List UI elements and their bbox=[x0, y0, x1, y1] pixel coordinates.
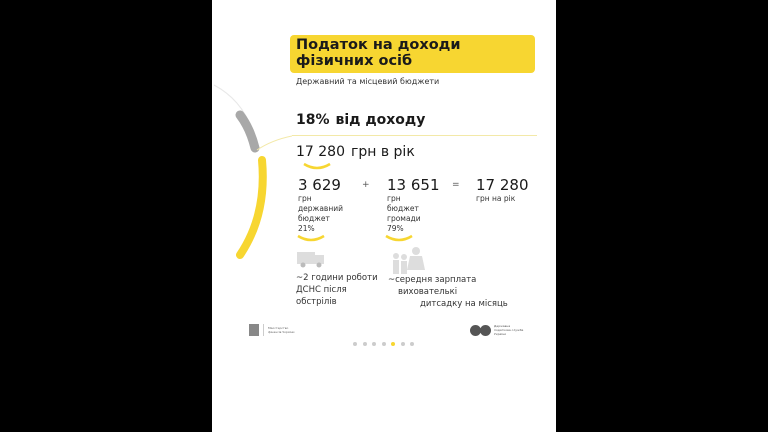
community-label1: бюджет bbox=[387, 204, 419, 213]
community-budget: 13 651 грн бюджет громади 79% bbox=[387, 176, 440, 234]
total-unit: грн на рік bbox=[476, 194, 516, 203]
page-subtitle: Державний та місцевий бюджети bbox=[296, 77, 440, 86]
total: 17 280 грн на рік bbox=[476, 176, 529, 204]
tax-service-logo: Державна податкова служба України bbox=[470, 324, 524, 336]
community-eq-line2: вихователькі bbox=[398, 287, 458, 297]
state-label2: бюджет bbox=[298, 214, 330, 223]
pagination-dot[interactable] bbox=[410, 342, 414, 346]
rate-label: від доходу bbox=[335, 112, 426, 128]
decorative-arc bbox=[213, 84, 292, 259]
pagination-dot[interactable] bbox=[381, 342, 386, 346]
chevron-down-icon bbox=[297, 234, 325, 242]
state-eq-line3: обстрілів bbox=[296, 297, 337, 307]
community-equivalent: ~середня зарплата вихователькі дитсадку … bbox=[388, 274, 508, 310]
divider bbox=[292, 135, 537, 136]
state-eq-line2: ДСНС після bbox=[296, 285, 347, 295]
community-unit: грн bbox=[387, 194, 401, 203]
community-label2: громади bbox=[387, 214, 421, 223]
equals-sign: = bbox=[452, 180, 460, 190]
community-eq-line1: ~середня зарплата bbox=[388, 275, 477, 285]
fire-truck-icon bbox=[297, 252, 324, 268]
pagination-dot[interactable] bbox=[362, 342, 367, 346]
rate-percent: 18% bbox=[296, 112, 330, 128]
chevron-down-icon bbox=[385, 234, 413, 242]
pagination-dot[interactable] bbox=[391, 342, 395, 346]
annual-value: 17 280 bbox=[296, 144, 345, 160]
state-equivalent: ~2 години роботи ДСНС після обстрілів bbox=[296, 272, 378, 308]
pagination-dot[interactable] bbox=[372, 342, 376, 346]
state-label1: державний bbox=[298, 204, 343, 213]
community-share: 79% bbox=[387, 224, 404, 233]
page-title: Податок на доходи фізичних осіб bbox=[290, 35, 535, 73]
annual-amount: 17 280 грн в рік bbox=[296, 144, 415, 160]
family-icon bbox=[393, 247, 425, 274]
total-amount: 17 280 bbox=[476, 176, 529, 194]
plus-sign: + bbox=[362, 180, 370, 190]
state-eq-line1: ~2 години роботи bbox=[296, 273, 378, 283]
pagination bbox=[353, 331, 420, 350]
state-budget: 3 629 грн державний бюджет 21% bbox=[298, 176, 343, 234]
pagination-dot[interactable] bbox=[400, 342, 405, 346]
community-amount: 13 651 bbox=[387, 176, 440, 194]
ministry-of-finance-logo: Міністерство фінансів України bbox=[249, 324, 296, 336]
state-share: 21% bbox=[298, 224, 315, 233]
tax-rate: 18% від доходу bbox=[296, 112, 431, 128]
pagination-dot[interactable] bbox=[353, 342, 357, 346]
state-amount: 3 629 bbox=[298, 176, 341, 194]
community-eq-line3: дитсадку на місяць bbox=[420, 299, 508, 309]
chevron-down-icon bbox=[303, 162, 331, 170]
state-unit: грн bbox=[298, 194, 312, 203]
slide-panel: Податок на доходи фізичних осіб Державни… bbox=[212, 0, 556, 432]
annual-label: грн в рік bbox=[351, 144, 415, 160]
